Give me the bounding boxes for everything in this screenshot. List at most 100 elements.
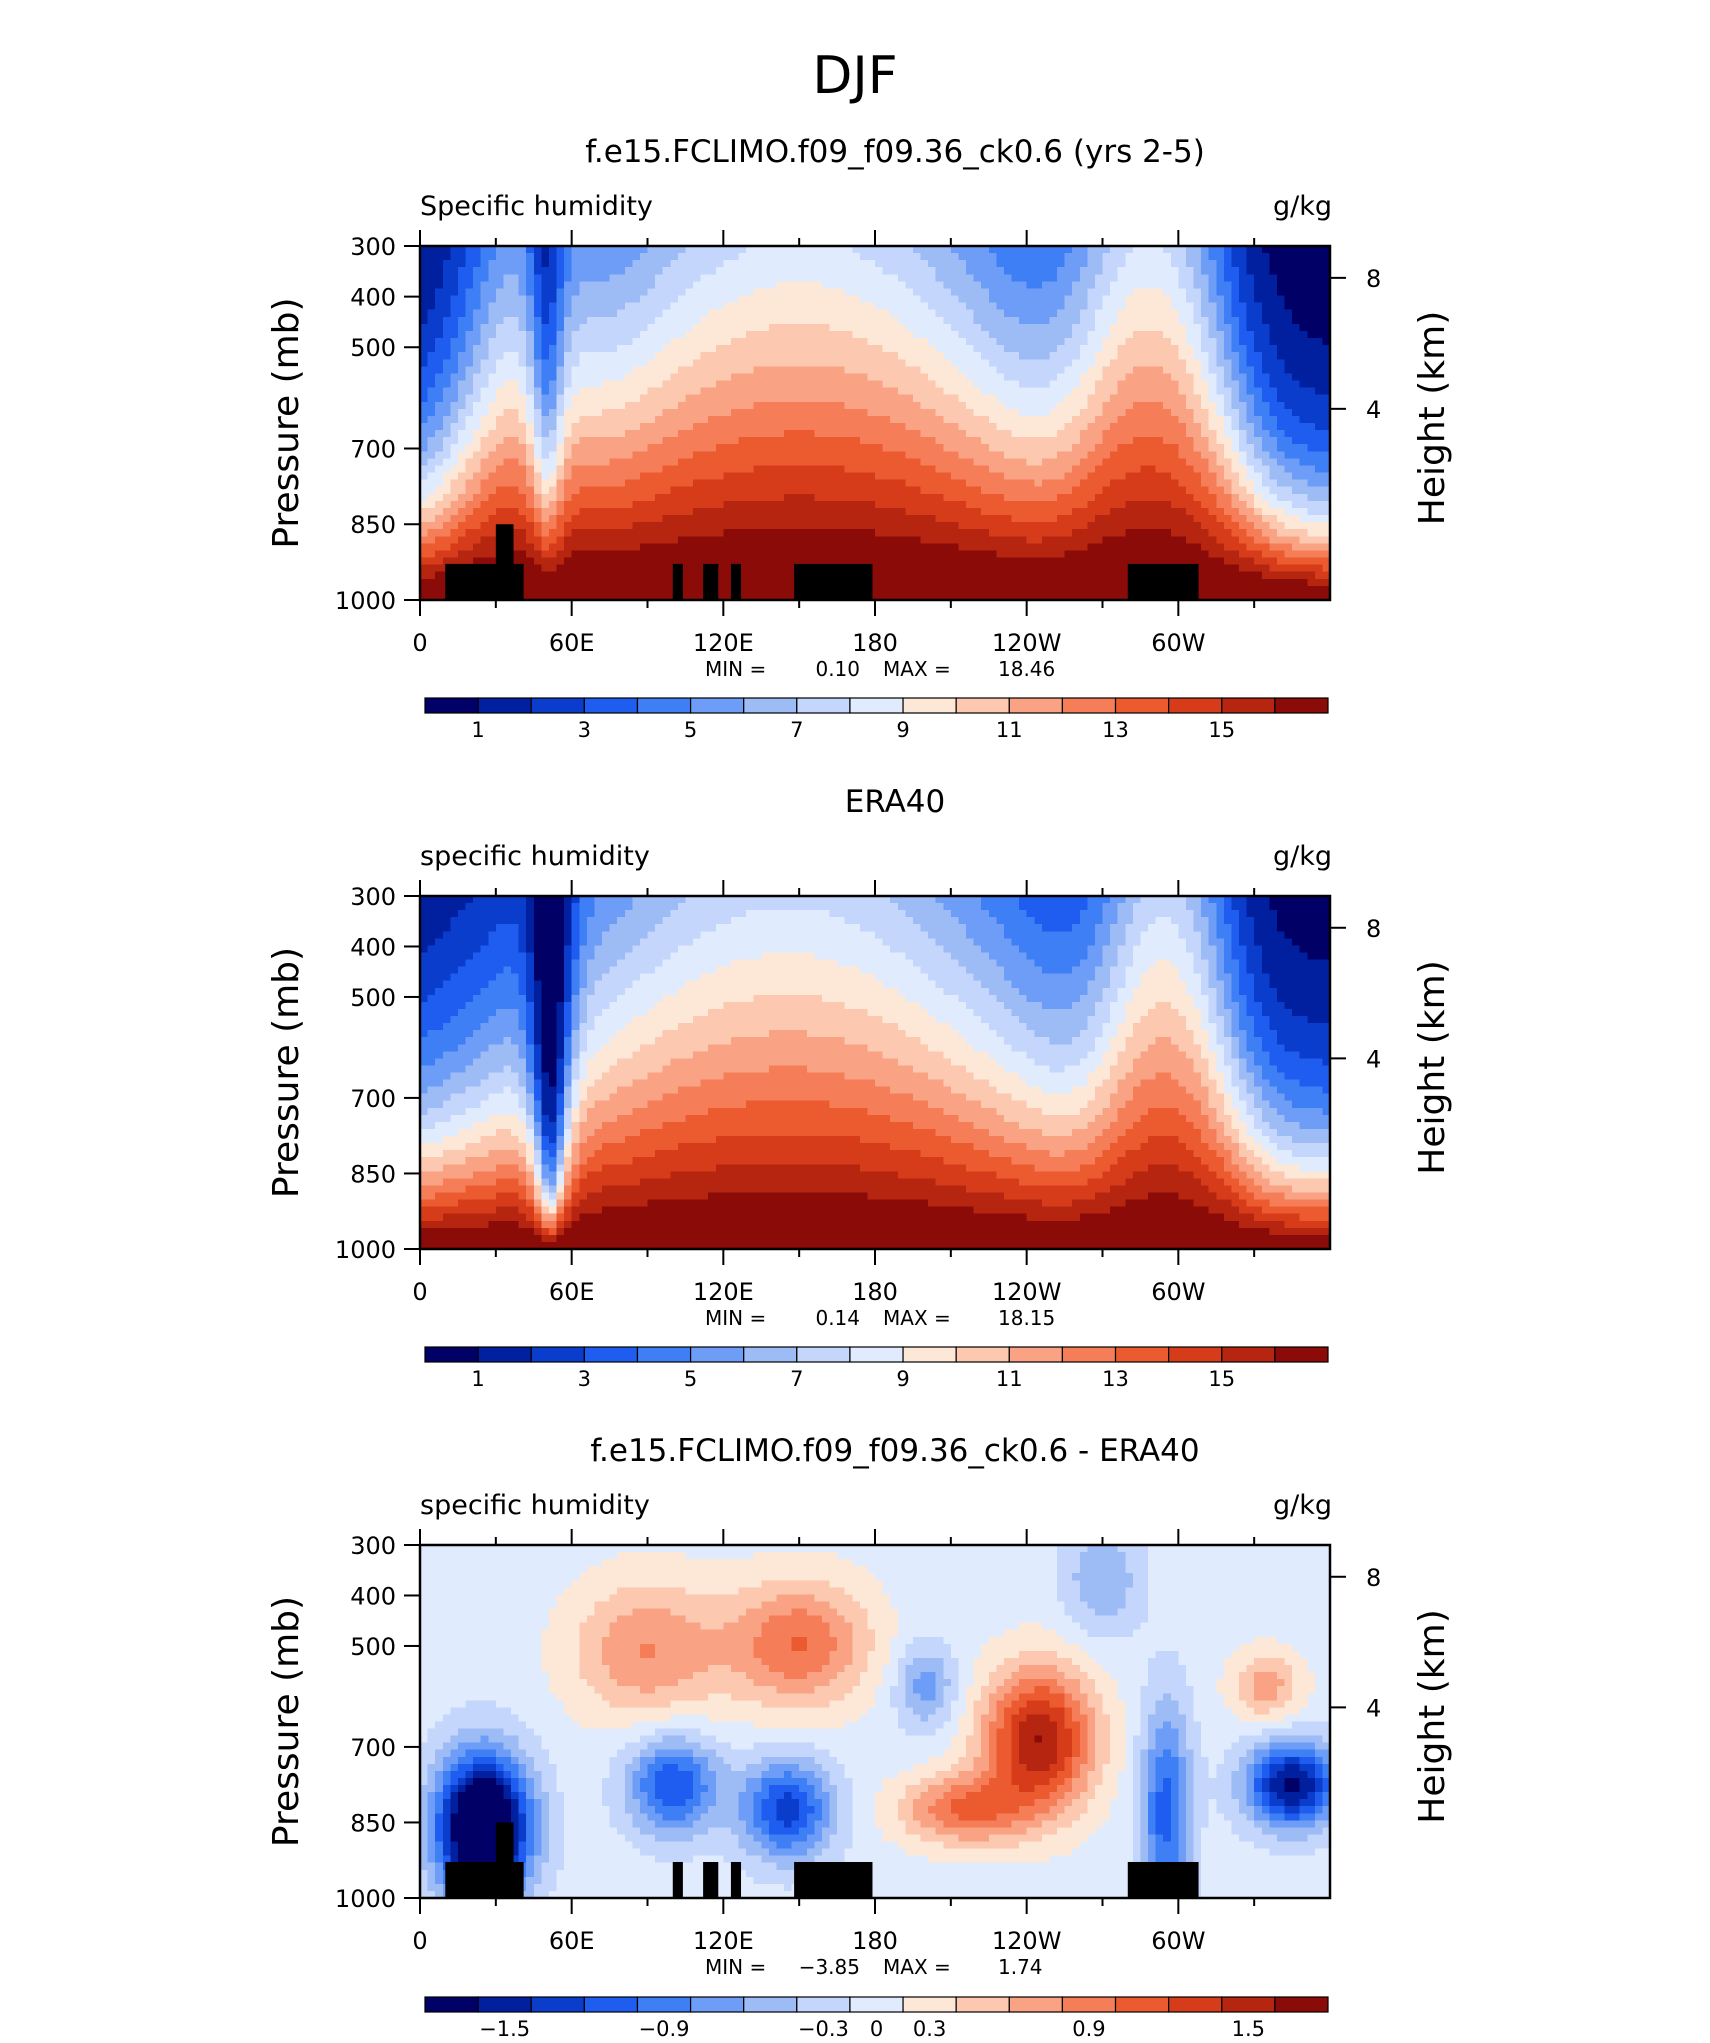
field-cell [1300, 288, 1308, 296]
field-cell [746, 324, 754, 332]
field-cell [776, 366, 784, 374]
field-cell [466, 381, 474, 389]
field-cell [1080, 409, 1088, 417]
field-cell [693, 522, 701, 530]
field-cell [1125, 317, 1133, 325]
field-cell [708, 430, 716, 438]
field-cell [1080, 402, 1088, 410]
field-cell [860, 345, 868, 353]
field-cell [1012, 310, 1020, 318]
field-cell [1163, 430, 1171, 438]
field-cell [610, 281, 618, 289]
field-cell [640, 402, 648, 410]
field-cell [1315, 416, 1323, 424]
field-cell [814, 352, 822, 360]
field-cell [610, 395, 618, 403]
field-cell [1072, 423, 1080, 431]
field-cell [1224, 395, 1232, 403]
field-cell [1042, 381, 1050, 389]
field-cell [549, 331, 557, 339]
field-cell [526, 451, 534, 459]
field-cell [708, 529, 716, 537]
field-cell [890, 416, 898, 424]
field-cell [989, 515, 997, 523]
field-cell [1201, 444, 1209, 452]
field-cell [1277, 267, 1285, 275]
field-cell [981, 281, 989, 289]
field-cell [921, 395, 929, 403]
field-cell [913, 345, 921, 353]
field-cell [587, 288, 595, 296]
field-cell [958, 487, 966, 495]
field-cell [1140, 260, 1148, 268]
field-cell [1239, 260, 1247, 268]
field-cell [503, 508, 511, 516]
field-cell [1004, 345, 1012, 353]
field-cell [1027, 409, 1035, 417]
field-cell [1148, 253, 1156, 261]
field-cell [731, 465, 739, 473]
field-cell [503, 317, 511, 325]
field-cell [799, 409, 807, 417]
field-cell [966, 274, 974, 282]
field-cell [776, 281, 784, 289]
field-cell [1110, 416, 1118, 424]
field-cell [1277, 310, 1285, 318]
field-cell [928, 437, 936, 445]
field-cell [1300, 310, 1308, 318]
field-cell [1292, 515, 1300, 523]
field-cell [572, 359, 580, 367]
field-cell [860, 430, 868, 438]
field-cell [807, 267, 815, 275]
field-cell [936, 338, 944, 346]
field-cell [617, 345, 625, 353]
field-cell [435, 338, 443, 346]
field-cell [936, 317, 944, 325]
field-cell [799, 296, 807, 304]
field-cell [572, 288, 580, 296]
field-cell [898, 444, 906, 452]
field-cell [663, 423, 671, 431]
field-cell [602, 253, 610, 261]
field-cell [670, 501, 678, 509]
field-cell [807, 430, 815, 438]
field-cell [905, 359, 913, 367]
field-cell [670, 366, 678, 374]
field-cell [974, 444, 982, 452]
field-cell [739, 317, 747, 325]
field-cell [1186, 423, 1194, 431]
field-cell [466, 416, 474, 424]
field-cell [594, 281, 602, 289]
field-cell [761, 359, 769, 367]
field-cell [564, 366, 572, 374]
field-cell [458, 458, 466, 466]
field-cell [989, 480, 997, 488]
field-cell [1057, 451, 1065, 459]
field-cell [1019, 338, 1027, 346]
field-cell [526, 395, 534, 403]
field-cell [1049, 359, 1057, 367]
field-cell [769, 480, 777, 488]
field-cell [708, 381, 716, 389]
field-cell [754, 494, 762, 502]
field-cell [1072, 338, 1080, 346]
field-cell [1315, 437, 1323, 445]
field-cell [655, 480, 663, 488]
field-cell [746, 430, 754, 438]
field-cell [837, 487, 845, 495]
field-cell [1163, 281, 1171, 289]
field-cell [564, 381, 572, 389]
field-cell [693, 366, 701, 374]
field-cell [450, 416, 458, 424]
field-cell [1125, 444, 1133, 452]
field-cell [1133, 331, 1141, 339]
field-cell [928, 423, 936, 431]
field-cell [648, 529, 656, 537]
variable-label: Specific humidity [420, 191, 653, 222]
field-cell [981, 465, 989, 473]
field-cell [458, 480, 466, 488]
field-cell [943, 494, 951, 502]
field-cell [511, 338, 519, 346]
field-cell [708, 310, 716, 318]
field-cell [1247, 402, 1255, 410]
